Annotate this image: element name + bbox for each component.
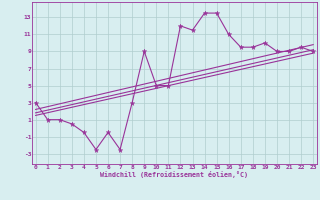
- X-axis label: Windchill (Refroidissement éolien,°C): Windchill (Refroidissement éolien,°C): [100, 171, 248, 178]
